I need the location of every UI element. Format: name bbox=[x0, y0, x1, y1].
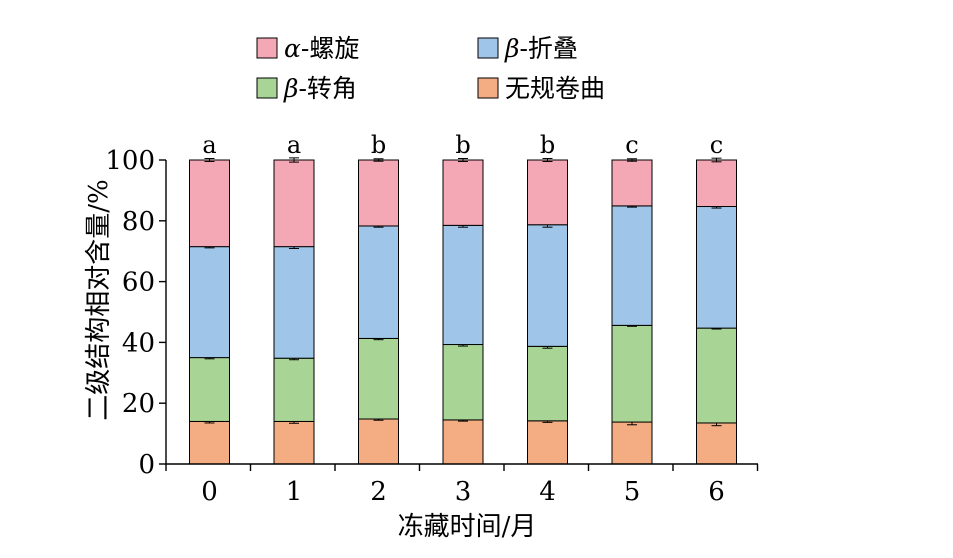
y-tick-label: 60 bbox=[122, 268, 155, 298]
significance-label: c bbox=[625, 131, 638, 159]
bar-segment bbox=[611, 205, 653, 326]
x-tick-label: 0 bbox=[201, 477, 218, 507]
legend-label: β-转角 bbox=[283, 74, 357, 103]
y-tick-label: 0 bbox=[138, 450, 155, 480]
y-tick-label: 100 bbox=[105, 146, 155, 176]
x-axis-title: 冻藏时间/月 bbox=[398, 512, 537, 542]
error-bar bbox=[373, 158, 384, 162]
error-bar bbox=[711, 157, 722, 163]
significance-label: a bbox=[287, 131, 301, 159]
x-tick-label: 6 bbox=[708, 477, 725, 507]
significance-label: b bbox=[540, 131, 555, 159]
legend-label: β-折叠 bbox=[504, 34, 578, 63]
error-bar bbox=[627, 158, 637, 162]
bar-segment bbox=[696, 159, 737, 208]
legend-label-text: -折叠 bbox=[519, 34, 577, 63]
significance-label: a bbox=[202, 131, 216, 159]
x-tick-label: 5 bbox=[624, 477, 641, 507]
error-bar bbox=[204, 157, 215, 163]
legend-item: β-折叠 bbox=[477, 34, 578, 63]
legend-item: α-螺旋 bbox=[256, 34, 359, 63]
legend-label: 无规卷曲 bbox=[505, 74, 605, 103]
x-tick-label: 2 bbox=[370, 477, 387, 507]
bar-segment bbox=[527, 345, 568, 422]
y-axis-title: 二级结构相对含量/% bbox=[84, 179, 114, 420]
legend-label-text: -螺旋 bbox=[301, 34, 359, 63]
legend-label-text: 无规卷曲 bbox=[505, 74, 605, 103]
significance-label: c bbox=[710, 131, 723, 159]
bar-segment bbox=[189, 159, 230, 248]
bar-segment bbox=[527, 224, 568, 347]
y-tick-label: 40 bbox=[122, 328, 155, 358]
bar-segment bbox=[442, 224, 484, 346]
legend: α-螺旋 β-折叠β-转角 无规卷曲 bbox=[256, 34, 605, 103]
bar-segment bbox=[442, 159, 484, 226]
bar-segment bbox=[527, 420, 568, 465]
x-tick-label: 1 bbox=[286, 477, 303, 507]
x-tick-label: 4 bbox=[539, 477, 556, 507]
significance-label: b bbox=[371, 131, 386, 159]
x-tick-label: 3 bbox=[455, 477, 472, 507]
bar-segment bbox=[696, 327, 737, 424]
y-tick-label: 20 bbox=[122, 389, 155, 419]
bar-segment bbox=[358, 225, 399, 339]
legend-item: β-转角 bbox=[256, 74, 357, 103]
bar-segment bbox=[358, 337, 399, 420]
error-bar bbox=[542, 157, 553, 163]
legend-label-symbol: α bbox=[284, 34, 301, 63]
bar-segment bbox=[696, 422, 737, 465]
bar-segment bbox=[611, 159, 653, 207]
bar-segment bbox=[696, 206, 737, 329]
bar-segment bbox=[189, 420, 230, 465]
bar-segment bbox=[189, 246, 230, 359]
bar-segment bbox=[611, 421, 653, 465]
bar-segment bbox=[611, 324, 653, 423]
significance-label: b bbox=[455, 131, 470, 159]
bar-segment bbox=[273, 357, 315, 422]
bar-segment bbox=[442, 419, 484, 465]
bar-segment bbox=[527, 159, 568, 226]
error-bar bbox=[458, 157, 468, 163]
legend-swatch bbox=[477, 77, 499, 99]
bar-segment bbox=[189, 357, 230, 422]
bar-segment bbox=[273, 420, 315, 465]
legend-item: 无规卷曲 bbox=[477, 74, 605, 103]
bar-segment bbox=[273, 246, 315, 359]
legend-swatch bbox=[256, 37, 278, 59]
legend-label-text: -转角 bbox=[298, 74, 356, 103]
legend-label-symbol: β bbox=[283, 74, 298, 103]
bar-segment bbox=[273, 159, 315, 248]
axes: 0 20 40 60 80 100 0 1 2 3 4 5 6 bbox=[105, 146, 759, 507]
error-bar bbox=[289, 157, 299, 163]
legend-swatch bbox=[256, 77, 278, 99]
bar-segment bbox=[442, 344, 484, 421]
legend-swatch bbox=[477, 37, 499, 59]
bars: adbaadbaabbbabcabbacabaaabcaaac bbox=[189, 131, 737, 465]
bar-segment bbox=[358, 418, 399, 465]
legend-label: α-螺旋 bbox=[284, 34, 359, 63]
bar-segment bbox=[358, 159, 399, 227]
y-tick-label: 80 bbox=[122, 207, 155, 237]
legend-label-symbol: β bbox=[504, 34, 519, 63]
